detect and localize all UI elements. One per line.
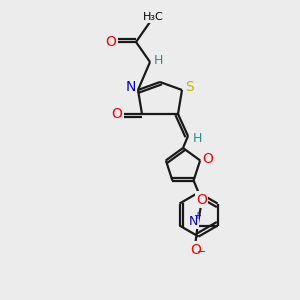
Text: O: O <box>112 107 122 121</box>
Text: O: O <box>196 193 207 207</box>
Text: H: H <box>153 53 163 67</box>
Text: O: O <box>203 152 214 167</box>
Text: −: − <box>197 247 206 256</box>
Text: S: S <box>184 80 194 94</box>
Text: +: + <box>193 211 201 220</box>
Text: O: O <box>106 35 116 49</box>
Text: H₃C: H₃C <box>142 12 164 22</box>
Text: N: N <box>126 80 136 94</box>
Text: N: N <box>189 215 198 228</box>
Text: O: O <box>190 243 201 256</box>
Text: H: H <box>192 131 202 145</box>
